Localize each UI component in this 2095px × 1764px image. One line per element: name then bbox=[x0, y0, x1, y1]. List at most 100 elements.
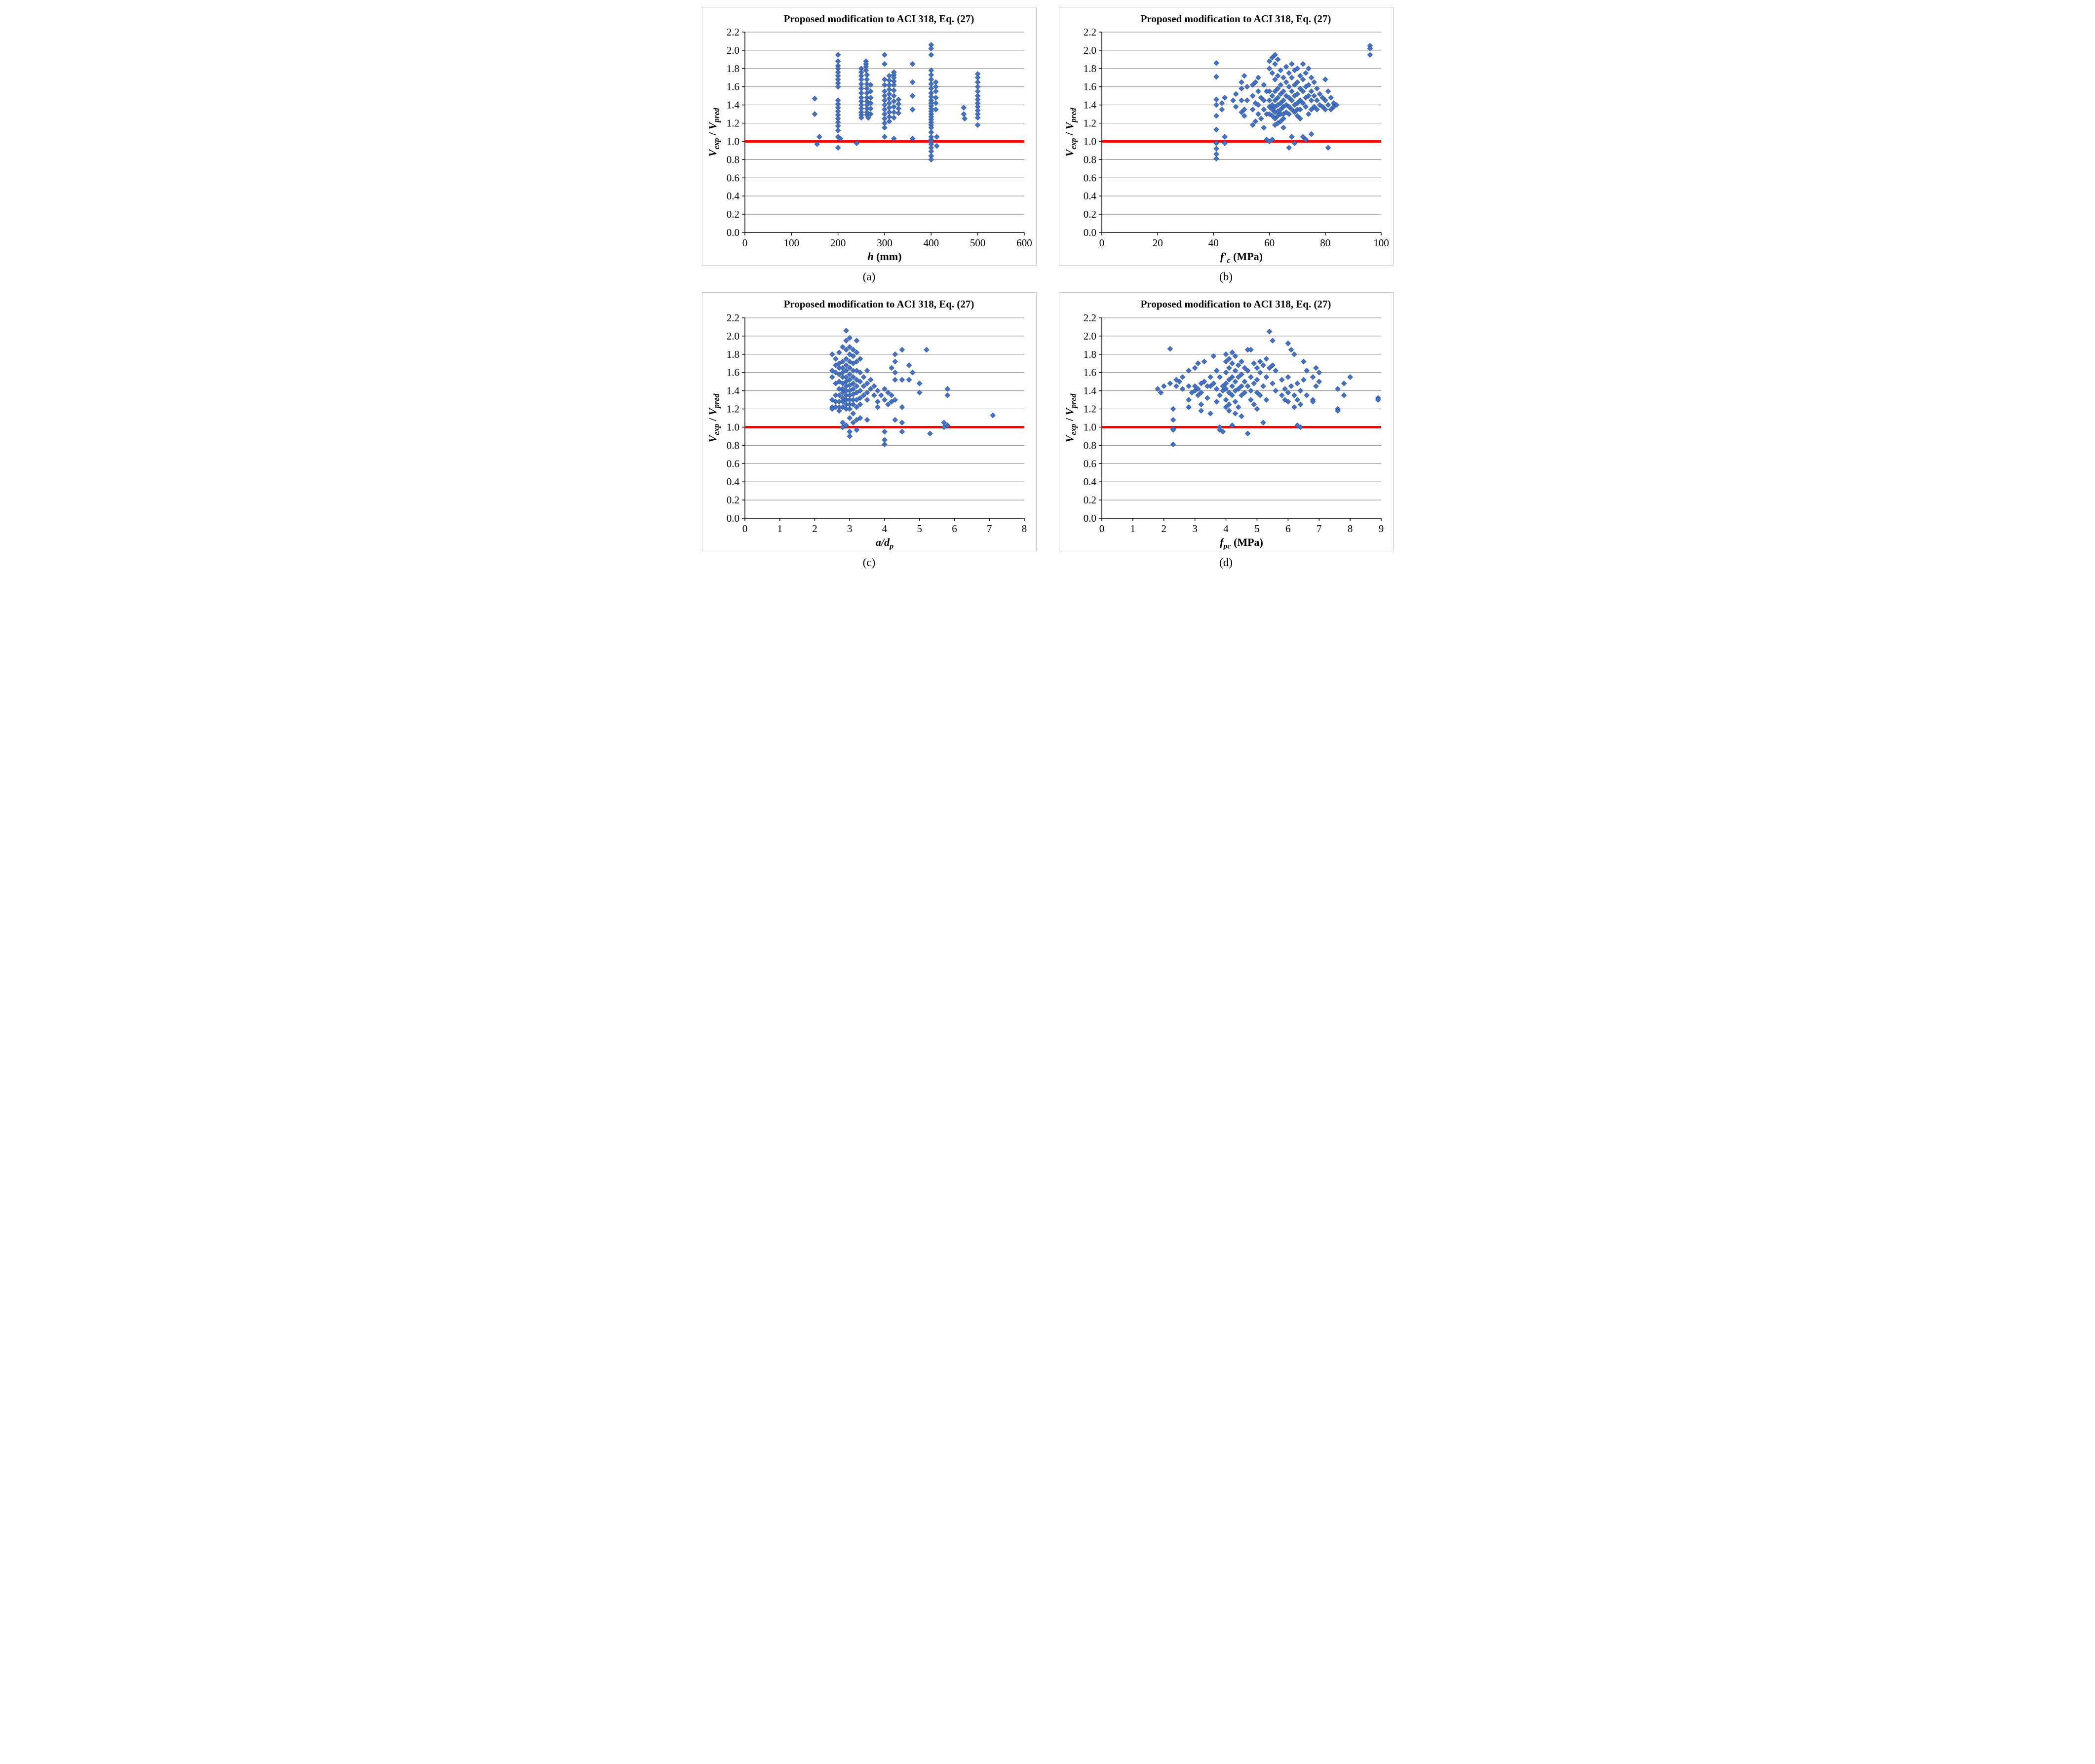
svg-text:0.8: 0.8 bbox=[726, 154, 739, 166]
svg-text:0.0: 0.0 bbox=[726, 227, 739, 238]
chart-panel-a: Proposed modification to ACI 318, Eq. (2… bbox=[701, 7, 1037, 266]
svg-text:0.2: 0.2 bbox=[726, 208, 739, 220]
svg-text:Vexp / Vpred: Vexp / Vpred bbox=[706, 108, 721, 157]
svg-text:4: 4 bbox=[882, 523, 887, 535]
svg-text:1: 1 bbox=[1130, 523, 1135, 535]
subfigure-c: Proposed modification to ACI 318, Eq. (2… bbox=[699, 292, 1039, 569]
svg-text:0.8: 0.8 bbox=[726, 439, 739, 451]
svg-text:1.8: 1.8 bbox=[1083, 63, 1096, 75]
svg-text:6: 6 bbox=[952, 523, 957, 535]
subfigure-label-a: (a) bbox=[862, 270, 876, 283]
svg-text:Vexp / Vpred: Vexp / Vpred bbox=[1063, 393, 1078, 442]
svg-text:0.6: 0.6 bbox=[1083, 172, 1096, 184]
svg-text:6: 6 bbox=[1285, 523, 1291, 535]
svg-text:8: 8 bbox=[1021, 523, 1027, 535]
svg-text:1.8: 1.8 bbox=[726, 348, 739, 360]
svg-text:7: 7 bbox=[987, 523, 992, 535]
svg-text:0.4: 0.4 bbox=[1083, 190, 1096, 202]
svg-text:2.0: 2.0 bbox=[726, 44, 739, 56]
svg-text:5: 5 bbox=[917, 523, 922, 535]
svg-text:0.8: 0.8 bbox=[1083, 439, 1096, 451]
chart-title-c: Proposed modification to ACI 318, Eq. (2… bbox=[783, 298, 974, 310]
svg-text:600: 600 bbox=[1016, 237, 1032, 249]
svg-text:Vexp / Vpred: Vexp / Vpred bbox=[706, 393, 721, 442]
svg-text:1.4: 1.4 bbox=[726, 99, 739, 111]
subfigure-a: Proposed modification to ACI 318, Eq. (2… bbox=[699, 7, 1039, 283]
svg-text:2.2: 2.2 bbox=[1083, 312, 1096, 324]
svg-text:1.0: 1.0 bbox=[1083, 136, 1096, 148]
svg-text:200: 200 bbox=[830, 237, 846, 249]
svg-text:4: 4 bbox=[1223, 523, 1229, 535]
svg-text:1.0: 1.0 bbox=[1083, 421, 1096, 433]
svg-text:1.4: 1.4 bbox=[1083, 99, 1096, 111]
svg-text:1: 1 bbox=[777, 523, 782, 535]
svg-text:Vexp / Vpred: Vexp / Vpred bbox=[1063, 108, 1078, 157]
svg-text:1.6: 1.6 bbox=[1083, 81, 1096, 93]
svg-text:2: 2 bbox=[812, 523, 817, 535]
svg-text:h (mm): h (mm) bbox=[867, 250, 901, 263]
svg-text:80: 80 bbox=[1320, 237, 1330, 249]
svg-text:fpc (MPa): fpc (MPa) bbox=[1220, 536, 1263, 550]
svg-text:100: 100 bbox=[1373, 237, 1389, 249]
figure-grid: Proposed modification to ACI 318, Eq. (2… bbox=[695, 0, 1400, 579]
svg-text:0: 0 bbox=[742, 237, 747, 249]
svg-text:3: 3 bbox=[847, 523, 853, 535]
svg-text:1.2: 1.2 bbox=[726, 403, 739, 415]
scatter-chart-c: 0.0 0.2 0.4 0.6 0.8 1.0 1.2 1.4 1.6 1.8 2.0 2.2 0 1 2 3… bbox=[706, 312, 1027, 550]
svg-text:0.4: 0.4 bbox=[726, 476, 739, 488]
chart-title-a: Proposed modification to ACI 318, Eq. (2… bbox=[783, 13, 974, 25]
svg-text:0.6: 0.6 bbox=[726, 172, 739, 184]
chart-panel-d: Proposed modification to ACI 318, Eq. (2… bbox=[1058, 292, 1394, 551]
svg-text:0.2: 0.2 bbox=[1083, 494, 1096, 506]
svg-text:400: 400 bbox=[923, 237, 939, 249]
scatter-chart-a: 0.0 0.2 0.4 0.6 0.8 1.0 1.2 1.4 1.6 1.8 2.0 2.2 0 100… bbox=[706, 26, 1032, 263]
svg-text:0.6: 0.6 bbox=[726, 458, 739, 469]
chart-title-b: Proposed modification to ACI 318, Eq. (2… bbox=[1140, 13, 1331, 25]
svg-text:5: 5 bbox=[1254, 523, 1260, 535]
svg-text:300: 300 bbox=[877, 237, 892, 249]
svg-text:f′c (MPa): f′c (MPa) bbox=[1220, 250, 1263, 264]
svg-text:a/dp: a/dp bbox=[875, 536, 893, 550]
svg-text:2: 2 bbox=[1161, 523, 1166, 535]
svg-text:2.2: 2.2 bbox=[1083, 26, 1096, 38]
svg-text:500: 500 bbox=[970, 237, 985, 249]
svg-text:1.6: 1.6 bbox=[726, 366, 739, 378]
svg-text:1.2: 1.2 bbox=[1083, 403, 1096, 415]
svg-text:1.6: 1.6 bbox=[1083, 366, 1096, 378]
svg-text:1.8: 1.8 bbox=[726, 63, 739, 75]
subfigure-label-c: (c) bbox=[862, 556, 876, 569]
subfigure-b: Proposed modification to ACI 318, Eq. (2… bbox=[1056, 7, 1396, 283]
svg-text:1.2: 1.2 bbox=[1083, 117, 1096, 129]
chart-title-d: Proposed modification to ACI 318, Eq. (2… bbox=[1140, 298, 1331, 310]
svg-text:2.0: 2.0 bbox=[726, 330, 739, 342]
svg-text:0.4: 0.4 bbox=[1083, 476, 1096, 488]
svg-text:2.0: 2.0 bbox=[1083, 330, 1096, 342]
svg-text:20: 20 bbox=[1152, 237, 1163, 249]
svg-text:3: 3 bbox=[1192, 523, 1198, 535]
svg-text:1.6: 1.6 bbox=[726, 81, 739, 93]
svg-text:0.2: 0.2 bbox=[1083, 208, 1096, 220]
scatter-chart-d: 0.0 0.2 0.4 0.6 0.8 1.0 1.2 1.4 1.6 1.8 2.0 2.2 0 1 2 3… bbox=[1063, 312, 1384, 550]
svg-text:1.2: 1.2 bbox=[726, 117, 739, 129]
svg-text:0: 0 bbox=[742, 523, 747, 535]
svg-text:40: 40 bbox=[1208, 237, 1218, 249]
svg-text:1.4: 1.4 bbox=[1083, 384, 1096, 396]
chart-panel-b: Proposed modification to ACI 318, Eq. (2… bbox=[1058, 7, 1394, 266]
chart-panel-c: Proposed modification to ACI 318, Eq. (2… bbox=[701, 292, 1037, 551]
svg-text:1.4: 1.4 bbox=[726, 384, 739, 396]
svg-text:0.2: 0.2 bbox=[726, 494, 739, 506]
svg-text:0.6: 0.6 bbox=[1083, 458, 1096, 469]
svg-text:2.0: 2.0 bbox=[1083, 44, 1096, 56]
svg-text:0.8: 0.8 bbox=[1083, 154, 1096, 166]
svg-text:0.0: 0.0 bbox=[1083, 512, 1096, 524]
svg-text:2.2: 2.2 bbox=[726, 312, 739, 324]
svg-text:0.0: 0.0 bbox=[1083, 227, 1096, 238]
svg-text:60: 60 bbox=[1264, 237, 1275, 249]
subfigure-label-d: (d) bbox=[1219, 556, 1233, 569]
svg-text:7: 7 bbox=[1316, 523, 1321, 535]
svg-text:0.0: 0.0 bbox=[726, 512, 739, 524]
svg-text:0: 0 bbox=[1099, 523, 1104, 535]
svg-text:0.4: 0.4 bbox=[726, 190, 739, 202]
svg-text:1.8: 1.8 bbox=[1083, 348, 1096, 360]
svg-text:8: 8 bbox=[1347, 523, 1353, 535]
